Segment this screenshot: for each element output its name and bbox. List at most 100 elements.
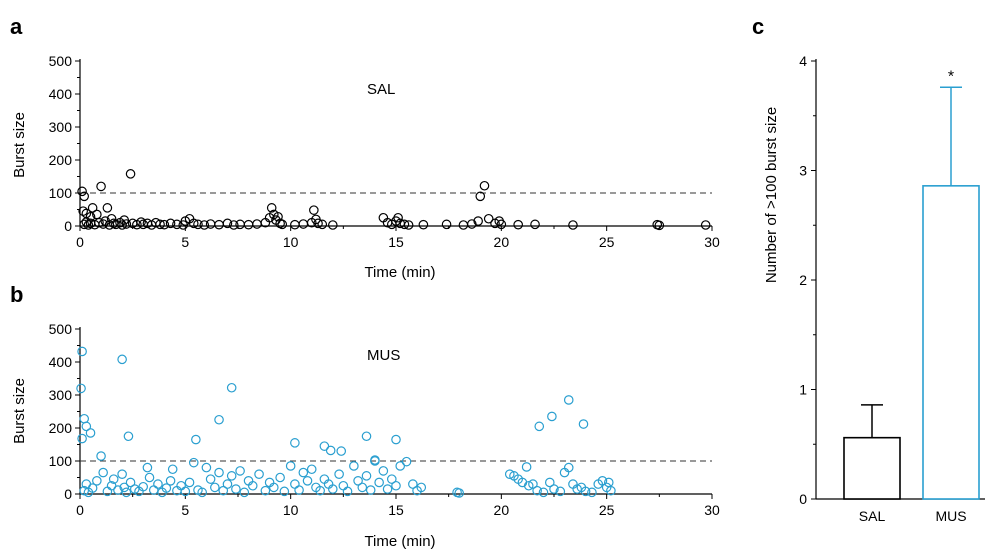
data-point <box>538 487 549 498</box>
x-tick-label: 15 <box>388 502 404 518</box>
data-point <box>309 205 319 215</box>
data-point <box>521 462 532 472</box>
data-point <box>79 191 90 202</box>
x-tick-label: 30 <box>704 502 720 518</box>
data-point <box>218 485 229 496</box>
x-tick-label: 5 <box>181 234 189 250</box>
data-point <box>549 484 559 494</box>
data-point <box>334 469 344 479</box>
data-point <box>247 480 258 491</box>
data-point <box>121 487 132 498</box>
data-point <box>108 474 119 484</box>
bar <box>922 185 980 500</box>
y-tick-label: 0 <box>799 491 807 507</box>
data-point <box>96 451 106 461</box>
data-point <box>504 469 515 479</box>
y-tick-label: 1 <box>799 382 807 398</box>
x-tick-label: 20 <box>494 502 510 518</box>
data-point <box>342 486 353 497</box>
data-point <box>361 471 372 481</box>
data-point <box>125 477 136 488</box>
data-point <box>338 480 349 491</box>
panel-a-scatter: a SAL Burst size Time (min) 010020030040… <box>10 14 720 281</box>
data-point <box>357 482 368 493</box>
data-point <box>83 220 94 230</box>
y-tick-label: 400 <box>49 86 73 102</box>
data-point <box>336 446 347 456</box>
data-point <box>302 475 313 486</box>
data-point <box>403 220 414 230</box>
data-point <box>580 486 591 497</box>
y-tick-label: 3 <box>799 163 807 179</box>
panel-a-letter: a <box>10 14 23 39</box>
data-point <box>325 445 336 456</box>
data-point <box>235 219 245 230</box>
data-point <box>568 220 578 230</box>
data-point <box>117 354 127 365</box>
data-point <box>290 438 300 448</box>
data-point <box>193 219 203 230</box>
data-point <box>572 484 582 494</box>
data-point <box>77 433 87 444</box>
data-point <box>523 480 534 491</box>
data-point <box>201 462 212 473</box>
data-point <box>144 472 155 483</box>
data-point <box>153 479 163 489</box>
data-point <box>399 219 410 230</box>
data-point <box>266 203 277 213</box>
data-point <box>374 477 384 488</box>
data-point <box>401 456 412 467</box>
data-point <box>254 469 264 479</box>
data-point <box>117 220 127 230</box>
data-point <box>290 219 300 230</box>
x-tick-label: 15 <box>388 234 404 250</box>
data-point <box>205 219 216 229</box>
data-point <box>606 485 616 496</box>
data-point <box>161 483 172 493</box>
data-point <box>382 484 393 494</box>
panel-c-bar-chart: c Number of >100 burst size 0 1 2 3 4 SAL MUS * <box>752 14 985 524</box>
data-point <box>563 462 574 473</box>
data-point <box>365 485 376 495</box>
data-point <box>578 419 589 429</box>
x-tick-label: 0 <box>76 502 84 518</box>
x-tick-label: 5 <box>181 502 189 518</box>
data-point <box>94 217 104 228</box>
y-tick-label: 2 <box>799 272 807 288</box>
y-tick-label: 100 <box>49 185 73 201</box>
data-point <box>226 471 237 481</box>
data-point <box>534 421 545 432</box>
data-point <box>386 474 397 484</box>
y-tick-label: 4 <box>799 53 807 69</box>
data-point <box>142 462 153 473</box>
data-point <box>87 483 98 493</box>
panel-b-y-axis-label: Burst size <box>11 378 28 444</box>
data-point <box>188 457 199 468</box>
data-point <box>408 479 418 489</box>
panel-c-y-axis-label: Number of >100 burst size <box>763 107 780 283</box>
data-point <box>458 220 469 230</box>
data-point <box>117 469 127 479</box>
data-point <box>285 461 296 471</box>
data-point <box>483 213 494 224</box>
data-point <box>473 216 483 226</box>
x-tick-label: 10 <box>283 502 299 518</box>
y-tick-label: 0 <box>64 218 72 234</box>
data-point <box>555 486 566 497</box>
data-point <box>235 466 245 476</box>
data-point <box>269 482 279 493</box>
panel-a-condition-label: SAL <box>367 81 395 98</box>
data-point <box>391 480 401 491</box>
data-point <box>79 485 90 496</box>
data-point <box>547 411 557 422</box>
data-point <box>416 482 427 493</box>
data-point <box>191 434 201 445</box>
data-point <box>298 219 309 229</box>
data-point <box>199 220 210 230</box>
data-point <box>370 456 380 466</box>
y-tick-label: 500 <box>49 53 73 69</box>
data-point <box>222 218 233 229</box>
data-point <box>298 467 309 478</box>
data-point <box>111 219 121 230</box>
